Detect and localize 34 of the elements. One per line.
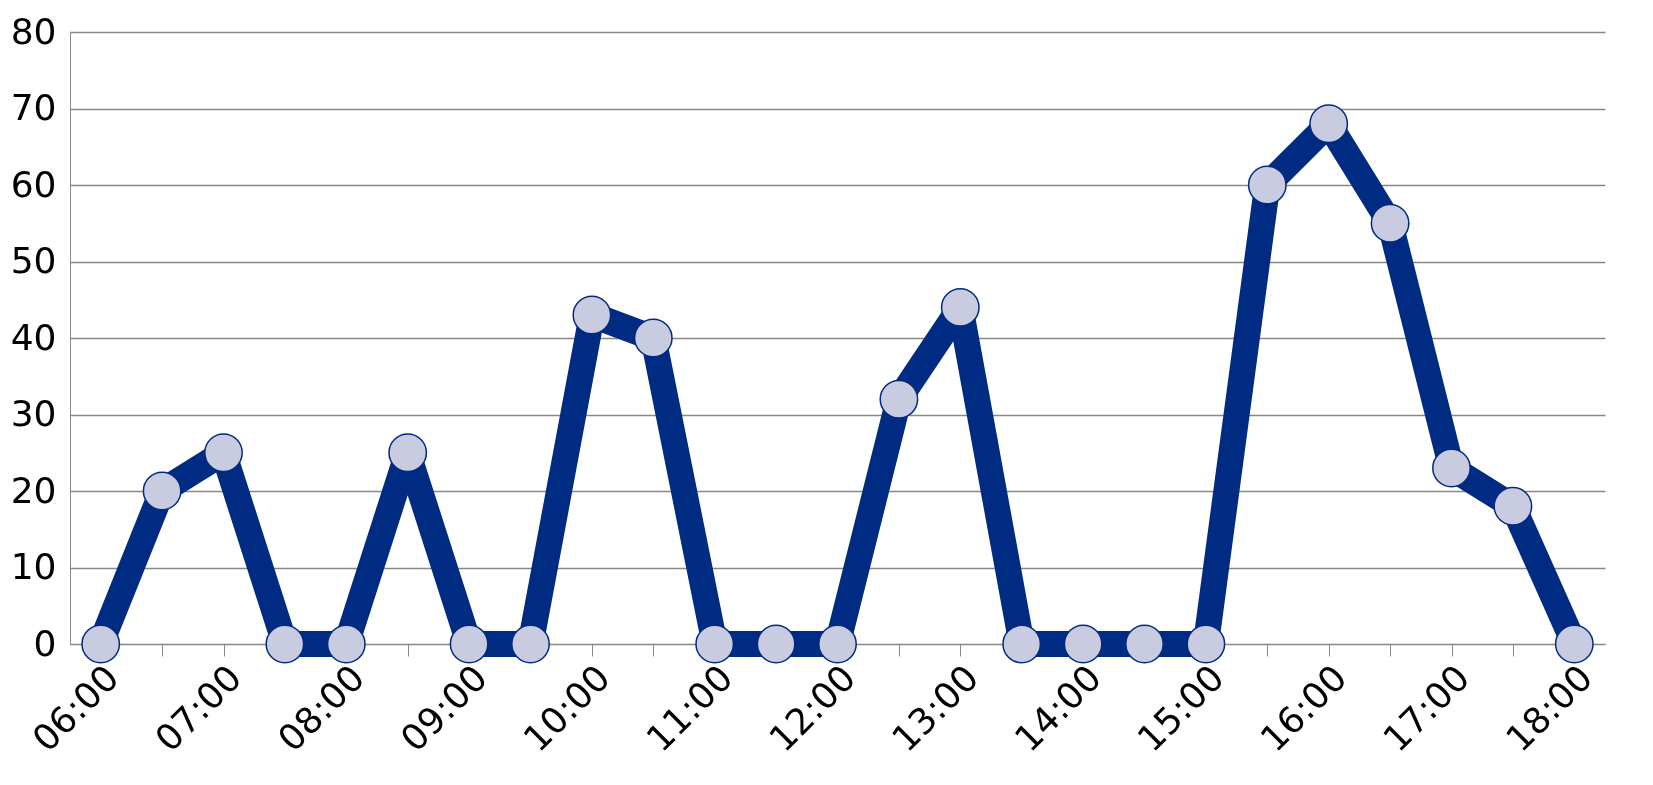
point — [633, 318, 673, 358]
point — [142, 471, 182, 511]
y-tick-label: 50 — [10, 240, 57, 281]
point — [1125, 624, 1164, 664]
point — [81, 624, 121, 664]
point — [572, 295, 612, 335]
y-tick-label: 0 — [33, 622, 57, 664]
point — [1247, 165, 1287, 205]
point — [1432, 448, 1471, 488]
point — [388, 433, 428, 473]
point — [265, 624, 305, 664]
point — [511, 624, 550, 664]
y-tick-label: 60 — [10, 163, 57, 205]
y-tick-label: 20 — [10, 469, 57, 511]
point — [1554, 624, 1594, 664]
point — [756, 624, 796, 664]
point — [1370, 203, 1410, 243]
point — [1309, 104, 1349, 144]
y-tick-label: 70 — [10, 87, 57, 128]
point — [449, 624, 489, 664]
point — [695, 624, 735, 664]
point — [818, 624, 857, 664]
point — [1063, 624, 1103, 664]
point — [1186, 624, 1226, 664]
point — [940, 287, 980, 327]
y-tick-label: 40 — [10, 316, 57, 358]
y-tick-label: 10 — [10, 546, 57, 587]
point — [879, 379, 919, 419]
y-tick-label: 30 — [10, 393, 57, 434]
point — [326, 624, 366, 664]
y-tick-label: 80 — [10, 10, 57, 52]
point — [1493, 486, 1533, 526]
point — [1002, 624, 1042, 664]
point — [204, 433, 243, 473]
